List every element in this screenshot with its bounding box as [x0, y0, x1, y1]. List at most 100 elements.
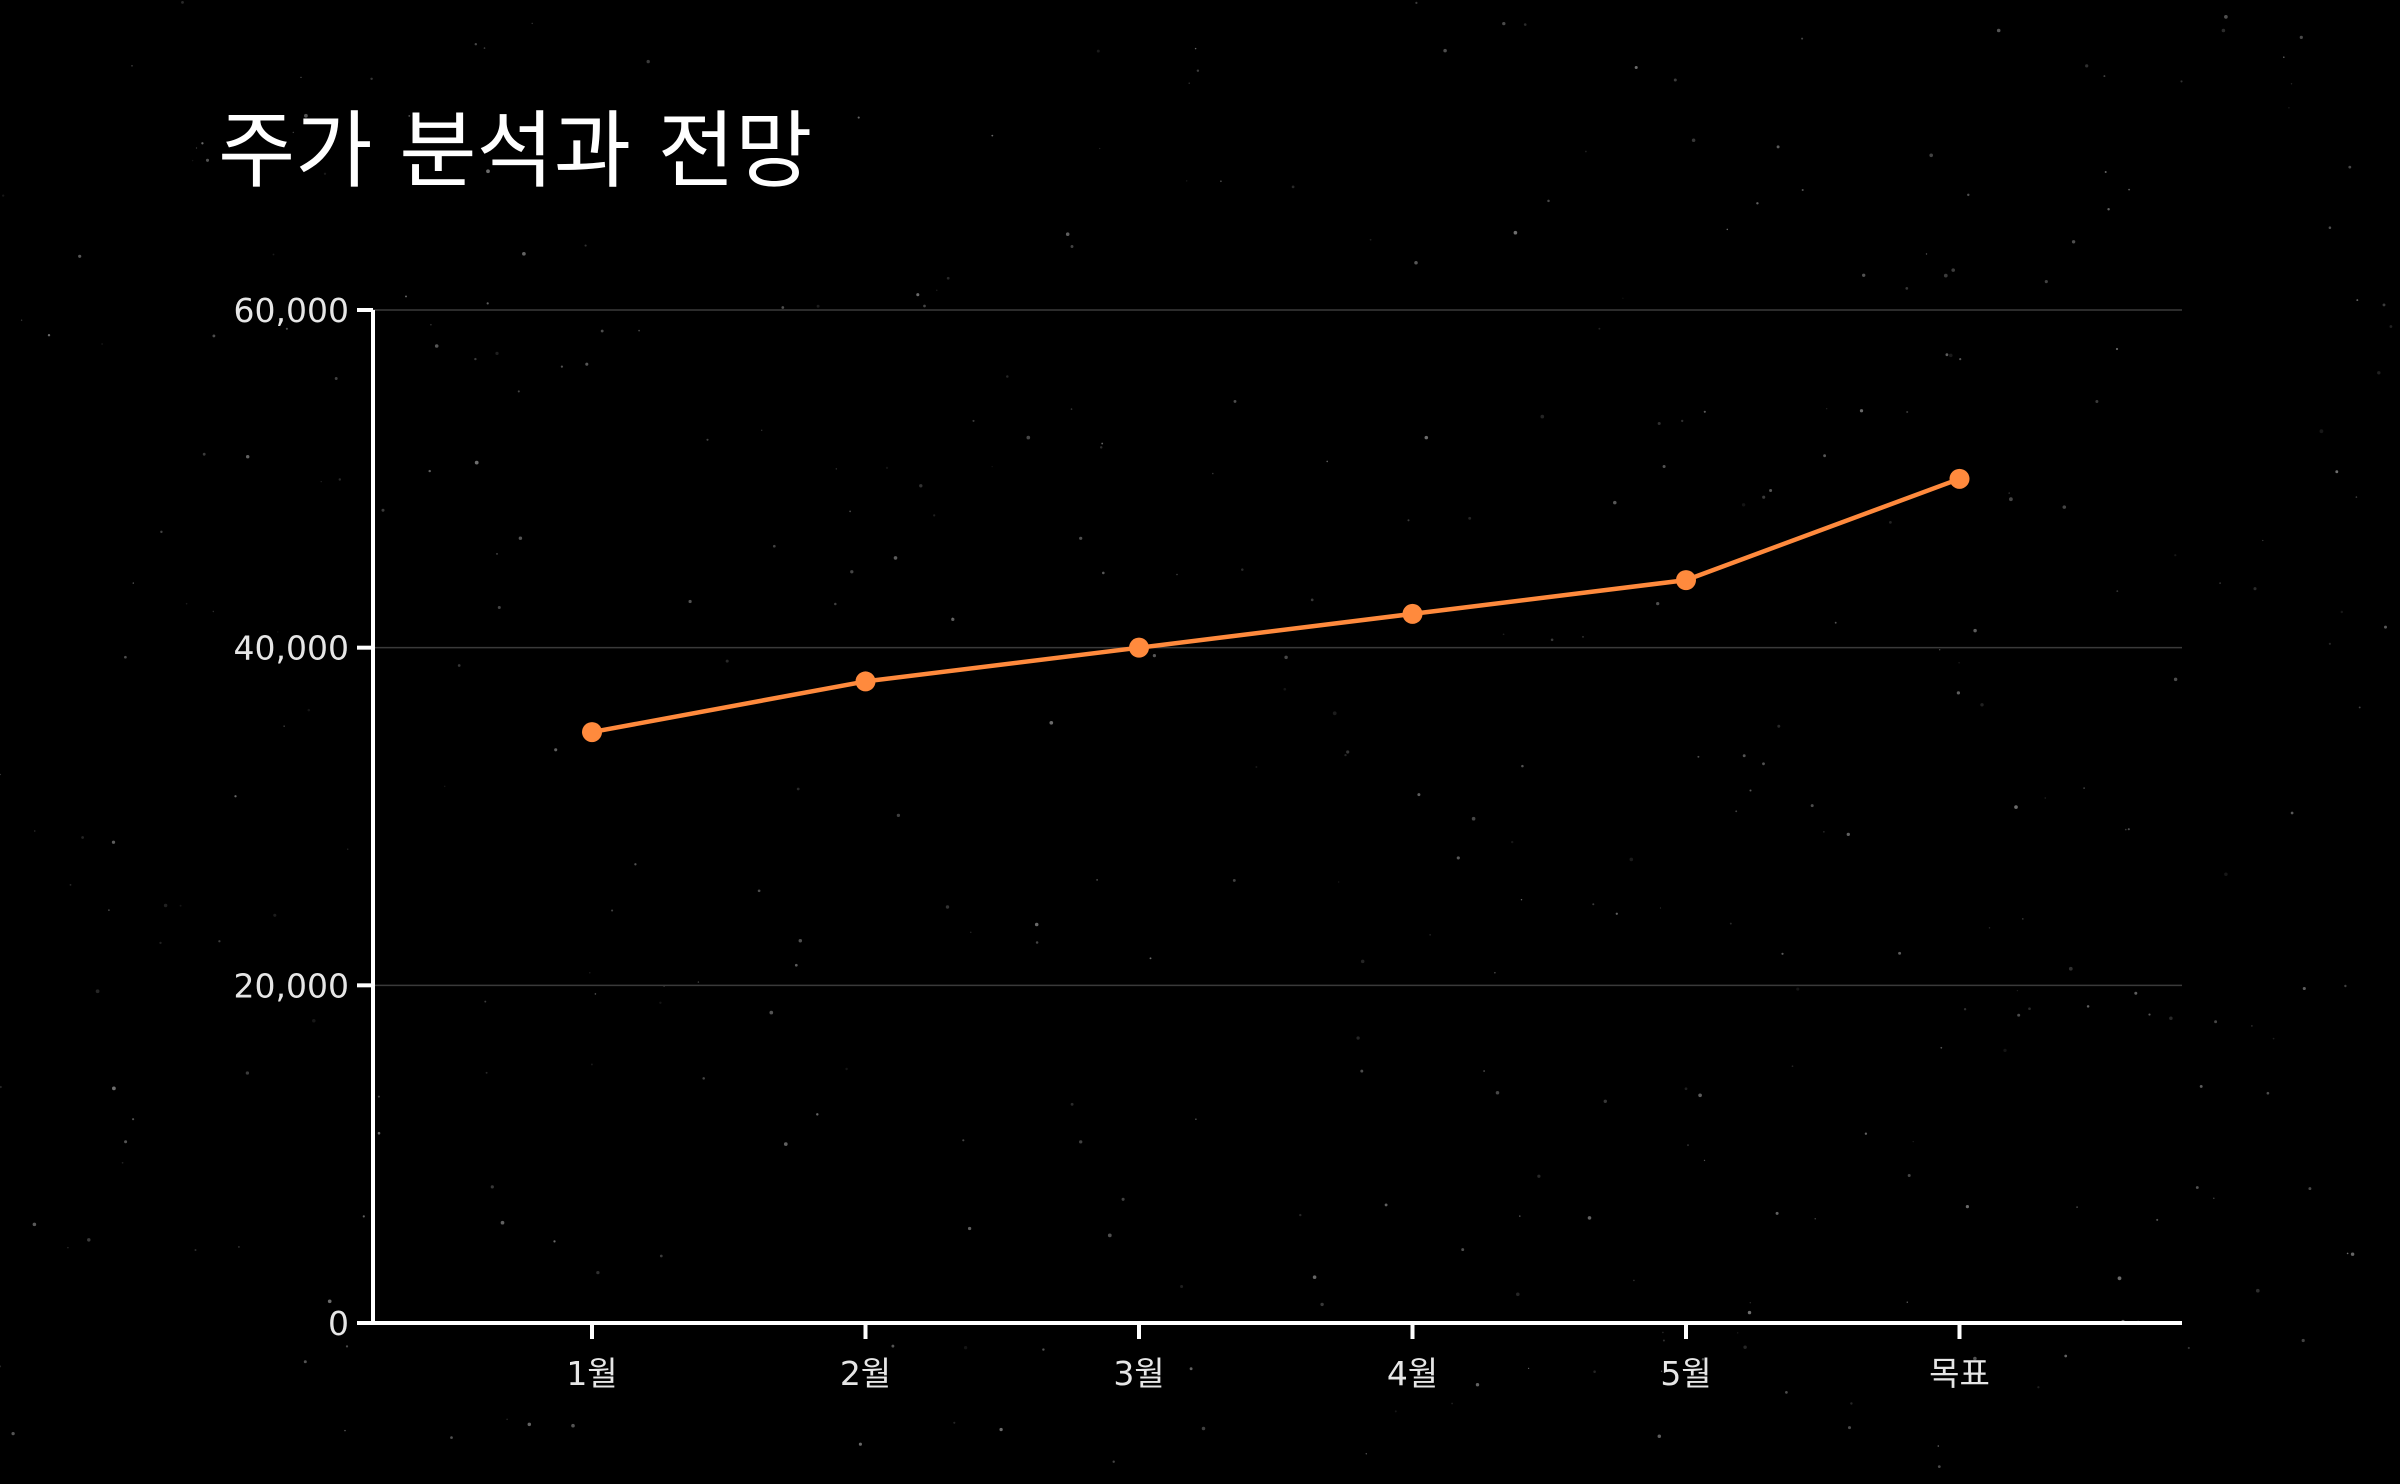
data-point — [1676, 570, 1696, 591]
star-dot — [1988, 927, 1991, 929]
star-dot — [1451, 1402, 1453, 1405]
star-dot — [1356, 1036, 1360, 1040]
star-dot — [885, 466, 889, 470]
star-dot — [1687, 1144, 1689, 1147]
star-dot — [2103, 75, 2106, 78]
star-dot — [1502, 21, 1506, 26]
star-dot — [2355, 496, 2358, 498]
star-dot — [1973, 628, 1977, 633]
star-dot — [1070, 245, 1074, 248]
star-dot — [972, 419, 975, 422]
star-dot — [1657, 1434, 1662, 1438]
star-dot — [1749, 1302, 1751, 1304]
star-dot — [496, 553, 498, 555]
star-dot — [2095, 400, 2099, 403]
star-dot — [923, 304, 926, 308]
star-dot — [2219, 582, 2221, 584]
star-dot — [1823, 831, 1825, 833]
star-dot — [2308, 1187, 2312, 1191]
star-dot — [1414, 261, 1418, 265]
star-dot — [2221, 28, 2226, 33]
star-dot — [202, 452, 206, 456]
star-dot — [78, 254, 82, 258]
star-dot — [1726, 228, 1729, 231]
star-dot — [283, 725, 285, 727]
star-dot — [2028, 1007, 2031, 1011]
star-dot — [1026, 435, 1031, 440]
star-dot — [0, 1365, 2, 1368]
star-dot — [1834, 621, 1837, 624]
star-dot — [1121, 1197, 1125, 1201]
star-dot — [946, 276, 950, 280]
star-dot — [2156, 1218, 2159, 1221]
star-dot — [2301, 1338, 2305, 1343]
star-dot — [1034, 922, 1039, 927]
star-dot — [571, 1423, 575, 1428]
star-dot — [1006, 375, 1009, 378]
star-dot — [2044, 280, 2048, 284]
star-dot — [531, 22, 533, 25]
star-dot — [2107, 208, 2110, 211]
star-dot — [857, 116, 860, 119]
star-dot — [1338, 881, 1340, 883]
star-dot — [936, 289, 938, 291]
star-dot — [1775, 1211, 1779, 1215]
star-dot — [1826, 408, 1828, 410]
star-dot — [1889, 521, 1892, 524]
star-dot — [1785, 1391, 1788, 1394]
star-dot — [2016, 989, 2019, 992]
star-dot — [1516, 1292, 1520, 1297]
y-axis: 0 20,000 40,000 60,000 — [234, 291, 375, 1343]
star-dot — [2014, 805, 2018, 809]
star-dot — [320, 480, 322, 483]
star-dot — [1188, 82, 1190, 84]
star-dot — [1929, 153, 1933, 158]
star-dot — [474, 357, 477, 361]
star-dot — [47, 334, 51, 337]
star-dot — [1634, 65, 1638, 70]
star-dot — [443, 785, 446, 788]
star-dot — [124, 655, 127, 659]
star-dot — [95, 989, 100, 994]
y-tick-label: 40,000 — [234, 629, 349, 668]
star-dot — [2017, 1013, 2021, 1017]
star-dot — [781, 306, 785, 309]
star-dot — [1332, 711, 1337, 716]
star-dot — [769, 1010, 774, 1015]
star-dot — [1850, 1402, 1853, 1405]
star-dot — [345, 1345, 349, 1348]
star-dot — [553, 1240, 556, 1243]
star-dot — [277, 631, 279, 633]
star-dot — [2008, 492, 2010, 494]
star-dot — [131, 65, 133, 67]
star-dot — [1195, 1118, 1197, 1120]
star-dot — [1107, 1233, 1112, 1238]
star-dot — [1475, 1383, 1480, 1387]
star-dot — [362, 1215, 365, 1218]
star-dot — [1673, 78, 1677, 82]
star-dot — [474, 460, 479, 465]
star-dot — [2384, 625, 2387, 629]
star-dot — [34, 830, 36, 832]
star-dot — [1461, 1248, 1465, 1252]
star-dot — [201, 142, 204, 145]
star-dot — [706, 438, 709, 441]
star-dot — [1415, 1, 1418, 5]
star-dot — [1070, 408, 1073, 410]
star-dot — [2377, 371, 2381, 375]
star-dot — [1659, 907, 1662, 909]
star-dot — [1291, 185, 1295, 189]
star-dot — [816, 1113, 819, 1116]
star-dot — [1777, 724, 1781, 728]
grid-lines — [373, 309, 2182, 987]
star-dot — [2115, 347, 2119, 351]
star-dot — [1417, 793, 1421, 797]
star-dot — [1468, 516, 1472, 520]
star-dot — [1703, 410, 1706, 413]
star-dot — [2290, 83, 2293, 85]
star-dot — [1194, 47, 1197, 50]
star-dot — [2283, 56, 2285, 58]
star-dot — [646, 59, 650, 64]
